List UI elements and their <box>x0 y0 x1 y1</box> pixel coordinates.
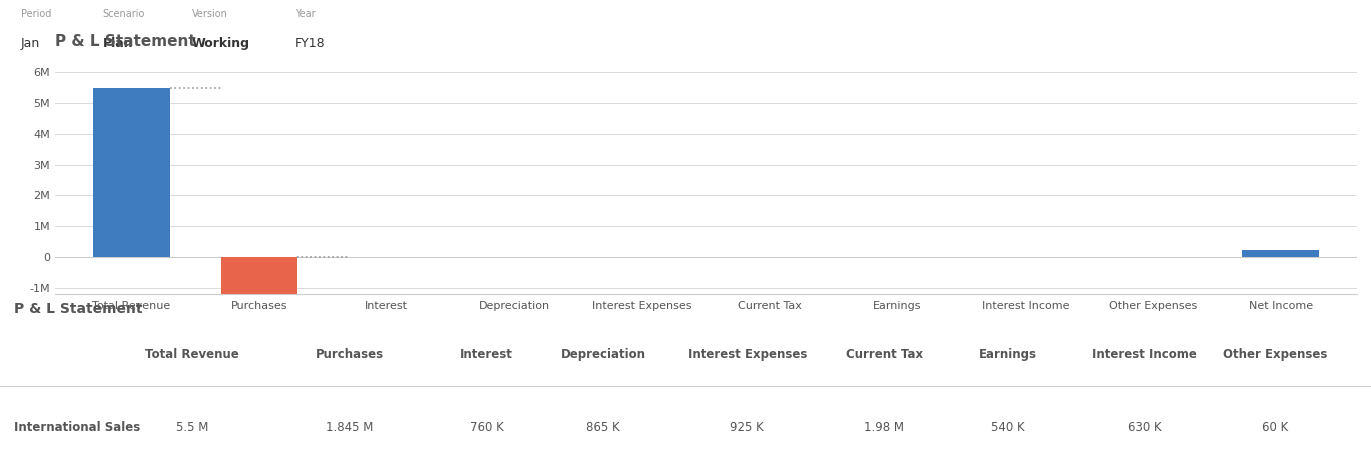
Text: P & L Statement: P & L Statement <box>55 34 196 49</box>
Text: Current Tax: Current Tax <box>846 348 923 361</box>
Bar <box>1242 250 1319 257</box>
Text: Period: Period <box>21 9 51 18</box>
Bar <box>732 392 809 453</box>
Text: 865 K: 865 K <box>587 421 620 434</box>
Text: 5.5 M: 5.5 M <box>175 421 208 434</box>
Text: 60 K: 60 K <box>1261 421 1289 434</box>
Text: Total Revenue: Total Revenue <box>145 348 239 361</box>
Text: 760 K: 760 K <box>470 421 503 434</box>
Text: Plan: Plan <box>103 37 133 50</box>
Text: Purchases: Purchases <box>315 348 384 361</box>
Text: Depreciation: Depreciation <box>561 348 646 361</box>
Text: Working: Working <box>192 37 250 50</box>
Text: Interest Expenses: Interest Expenses <box>687 348 808 361</box>
Text: 1.98 M: 1.98 M <box>864 421 905 434</box>
Bar <box>987 417 1064 437</box>
Bar <box>1115 417 1191 419</box>
Text: Scenario: Scenario <box>103 9 145 18</box>
Text: Version: Version <box>192 9 228 18</box>
Text: 925 K: 925 K <box>731 421 764 434</box>
Text: P & L Statement: P & L Statement <box>14 302 143 316</box>
Text: Year: Year <box>295 9 315 18</box>
Bar <box>860 437 936 453</box>
Text: Interest Income: Interest Income <box>1093 348 1197 361</box>
Text: Jan: Jan <box>21 37 40 50</box>
Bar <box>93 88 170 257</box>
Bar <box>476 337 553 364</box>
Text: 630 K: 630 K <box>1128 421 1161 434</box>
Text: Other Expenses: Other Expenses <box>1223 348 1327 361</box>
Bar <box>221 257 298 314</box>
Text: Earnings: Earnings <box>979 348 1036 361</box>
Text: 1.845 M: 1.845 M <box>326 421 373 434</box>
Text: Interest: Interest <box>461 348 513 361</box>
Bar <box>348 314 425 337</box>
Bar <box>603 364 680 392</box>
Text: FY18: FY18 <box>295 37 325 50</box>
Text: 540 K: 540 K <box>991 421 1024 434</box>
Text: International Sales: International Sales <box>14 421 140 434</box>
